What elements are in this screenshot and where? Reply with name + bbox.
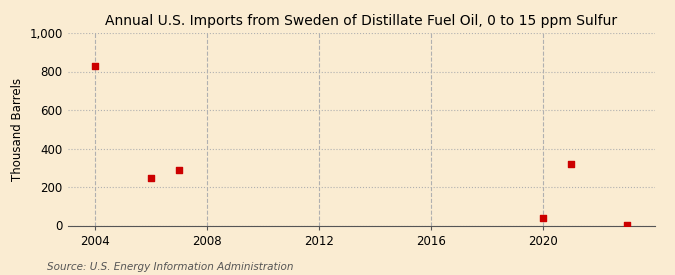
Point <box>174 168 185 172</box>
Point <box>90 64 101 68</box>
Y-axis label: Thousand Barrels: Thousand Barrels <box>11 78 24 181</box>
Point <box>146 175 157 180</box>
Point <box>622 222 632 227</box>
Point <box>566 162 576 166</box>
Point <box>537 215 548 220</box>
Text: Source: U.S. Energy Information Administration: Source: U.S. Energy Information Administ… <box>47 262 294 272</box>
Title: Annual U.S. Imports from Sweden of Distillate Fuel Oil, 0 to 15 ppm Sulfur: Annual U.S. Imports from Sweden of Disti… <box>105 14 617 28</box>
